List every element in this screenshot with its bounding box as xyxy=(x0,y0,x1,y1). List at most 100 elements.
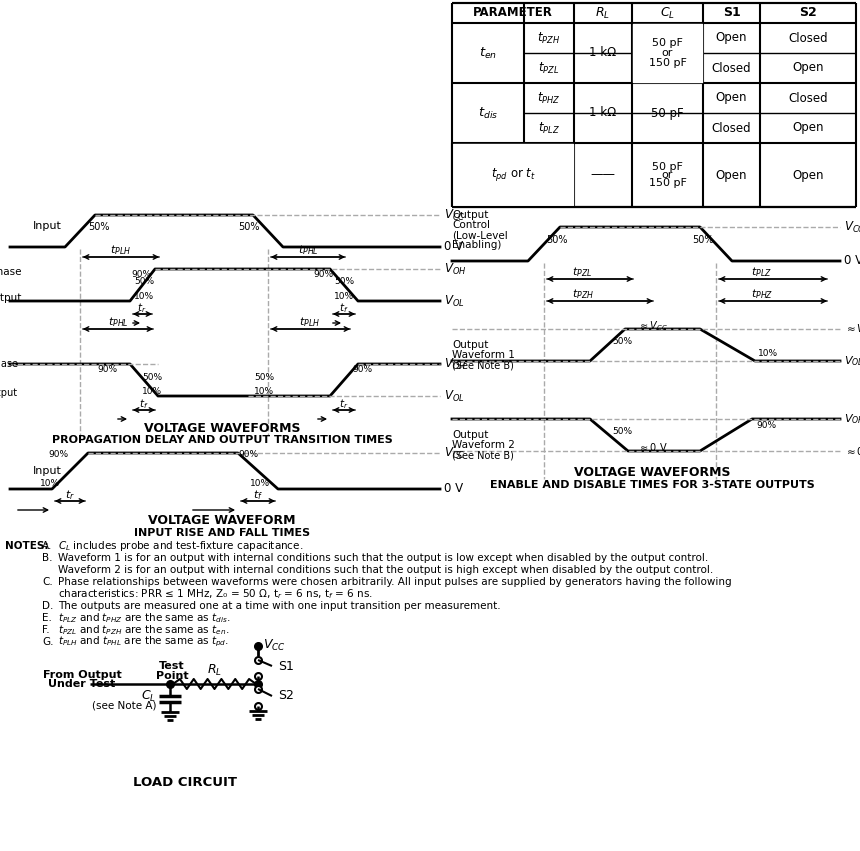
Text: $V_{OH}$: $V_{OH}$ xyxy=(444,261,466,277)
Text: $\approx$0 V: $\approx$0 V xyxy=(844,445,860,457)
Text: Closed: Closed xyxy=(712,61,752,75)
Text: Test: Test xyxy=(159,661,185,671)
Text: Phase relationships between waveforms were chosen arbitrarily. All input pulses : Phase relationships between waveforms we… xyxy=(58,577,732,587)
Text: Waveform 1 is for an output with internal conditions such that the output is low: Waveform 1 is for an output with interna… xyxy=(58,553,709,563)
Text: $t_{PLH}$ and $t_{PHL}$ are the same as $t_{pd}$.: $t_{PLH}$ and $t_{PHL}$ are the same as … xyxy=(58,635,229,649)
Text: $t_{PLZ}$: $t_{PLZ}$ xyxy=(538,121,560,135)
Text: 150 pF: 150 pF xyxy=(648,178,686,188)
Text: 50%: 50% xyxy=(142,373,163,381)
Text: Open: Open xyxy=(792,61,824,75)
Text: Input: Input xyxy=(33,221,61,231)
Text: Output: Output xyxy=(452,340,488,350)
Text: VOLTAGE WAVEFORM: VOLTAGE WAVEFORM xyxy=(148,515,296,528)
Text: $t_{PZH}$: $t_{PZH}$ xyxy=(572,287,594,301)
Text: ENABLE AND DISABLE TIMES FOR 3-STATE OUTPUTS: ENABLE AND DISABLE TIMES FOR 3-STATE OUT… xyxy=(489,480,814,490)
Text: 10%: 10% xyxy=(254,387,274,397)
Text: (See Note B): (See Note B) xyxy=(452,360,514,370)
Text: LOAD CIRCUIT: LOAD CIRCUIT xyxy=(133,776,237,790)
Text: 1 kΩ: 1 kΩ xyxy=(589,47,617,60)
Text: F.: F. xyxy=(42,625,50,635)
Text: NOTES:: NOTES: xyxy=(5,541,48,551)
Text: $\approx$$V_{CC}$: $\approx$$V_{CC}$ xyxy=(844,322,860,336)
Text: 90%: 90% xyxy=(48,450,68,459)
Text: Waveform 1: Waveform 1 xyxy=(452,350,515,360)
Text: C.: C. xyxy=(42,577,52,587)
Text: $t_{PHL}$: $t_{PHL}$ xyxy=(108,315,128,328)
Text: PARAMETER: PARAMETER xyxy=(473,7,553,20)
Text: INPUT RISE AND FALL TIMES: INPUT RISE AND FALL TIMES xyxy=(134,528,310,538)
Text: $V_{CC}$: $V_{CC}$ xyxy=(844,220,860,235)
Text: In-Phase: In-Phase xyxy=(0,267,22,277)
Text: $V_{OH}$: $V_{OH}$ xyxy=(844,412,860,426)
Text: 90%: 90% xyxy=(756,420,776,430)
Text: 10%: 10% xyxy=(334,292,354,301)
Text: 50%: 50% xyxy=(134,277,154,287)
Text: $t_{PLH}$: $t_{PLH}$ xyxy=(110,243,132,257)
Text: $V_{OL}$: $V_{OL}$ xyxy=(444,294,464,309)
Text: Open: Open xyxy=(792,168,824,181)
Text: $V_{OH}$: $V_{OH}$ xyxy=(444,357,466,372)
Text: 0 V: 0 V xyxy=(844,254,860,266)
Text: PROPAGATION DELAY AND OUTPUT TRANSITION TIMES: PROPAGATION DELAY AND OUTPUT TRANSITION … xyxy=(52,435,392,445)
Text: $t_{PLZ}$: $t_{PLZ}$ xyxy=(751,266,771,279)
Text: 50%: 50% xyxy=(238,222,260,232)
Text: The outputs are measured one at a time with one input transition per measurement: The outputs are measured one at a time w… xyxy=(58,601,501,611)
Text: G.: G. xyxy=(42,637,53,647)
Text: or: or xyxy=(662,170,673,180)
Text: $t_{PZH}$: $t_{PZH}$ xyxy=(538,31,561,46)
Text: S2: S2 xyxy=(278,689,294,702)
Text: (see Note A): (see Note A) xyxy=(91,701,156,711)
Text: VOLTAGE WAVEFORMS: VOLTAGE WAVEFORMS xyxy=(574,466,730,479)
Text: 50%: 50% xyxy=(612,338,632,346)
Text: Output: Output xyxy=(0,293,22,303)
Text: $t_r$: $t_r$ xyxy=(65,488,75,502)
Text: $t_f$: $t_f$ xyxy=(339,301,349,315)
Text: $t_{pd}$ or $t_t$: $t_{pd}$ or $t_t$ xyxy=(490,167,536,184)
Text: Under Test: Under Test xyxy=(48,679,115,689)
Text: 150 pF: 150 pF xyxy=(648,58,686,68)
Text: $t_r$: $t_r$ xyxy=(340,397,348,411)
Text: 10%: 10% xyxy=(142,387,163,397)
Text: $t_{PZL}$: $t_{PZL}$ xyxy=(538,60,560,76)
Text: 10%: 10% xyxy=(134,292,154,301)
Text: $V_{OL}$: $V_{OL}$ xyxy=(844,354,860,368)
Text: $\approx$$V_{CC}$: $\approx$$V_{CC}$ xyxy=(638,319,668,333)
Text: B.: B. xyxy=(42,553,52,563)
Text: 10%: 10% xyxy=(40,479,60,488)
Text: Output: Output xyxy=(452,430,488,440)
Text: 50 pF: 50 pF xyxy=(651,106,684,119)
Text: VOLTAGE WAVEFORMS: VOLTAGE WAVEFORMS xyxy=(144,422,300,436)
Text: Open: Open xyxy=(716,168,747,181)
Text: $C_L$: $C_L$ xyxy=(141,688,156,704)
Text: 50%: 50% xyxy=(546,235,568,245)
Text: E.: E. xyxy=(42,613,52,623)
Text: S1: S1 xyxy=(278,660,294,672)
Text: $t_r$: $t_r$ xyxy=(138,301,147,315)
Text: 50%: 50% xyxy=(334,277,354,287)
Text: Out-of-Phase: Out-of-Phase xyxy=(0,359,18,369)
Text: D.: D. xyxy=(42,601,53,611)
Text: $t_{PHL}$: $t_{PHL}$ xyxy=(298,243,318,257)
Text: 90%: 90% xyxy=(238,450,258,459)
Text: 0 V: 0 V xyxy=(444,241,464,254)
Text: 10%: 10% xyxy=(250,479,270,488)
Text: $t_{PLH}$: $t_{PLH}$ xyxy=(299,315,321,328)
Text: 1 kΩ: 1 kΩ xyxy=(589,106,617,119)
Text: $t_f$: $t_f$ xyxy=(253,488,263,502)
Text: A.: A. xyxy=(42,541,52,551)
Text: ——: —— xyxy=(591,168,616,181)
Text: characteristics: PRR ≤ 1 MHz, Z₀ = 50 Ω, t$_r$ = 6 ns, t$_f$ = 6 ns.: characteristics: PRR ≤ 1 MHz, Z₀ = 50 Ω,… xyxy=(58,587,372,601)
Text: $t_{PZL}$ and $t_{PZH}$ are the same as $t_{en}$.: $t_{PZL}$ and $t_{PZH}$ are the same as … xyxy=(58,623,230,637)
Text: 90%: 90% xyxy=(98,365,118,374)
Text: $V_{CC}$: $V_{CC}$ xyxy=(263,637,286,653)
Text: 50%: 50% xyxy=(254,373,274,381)
Text: $t_{PHZ}$: $t_{PHZ}$ xyxy=(538,90,561,106)
Text: 90%: 90% xyxy=(314,270,334,278)
Text: S2: S2 xyxy=(799,7,817,20)
Text: Input: Input xyxy=(33,466,61,476)
Text: Closed: Closed xyxy=(788,31,828,44)
Text: 50%: 50% xyxy=(692,235,714,245)
Text: Open: Open xyxy=(716,31,747,44)
Text: $C_L$: $C_L$ xyxy=(660,5,675,20)
Text: $V_{CC}$: $V_{CC}$ xyxy=(444,445,465,460)
